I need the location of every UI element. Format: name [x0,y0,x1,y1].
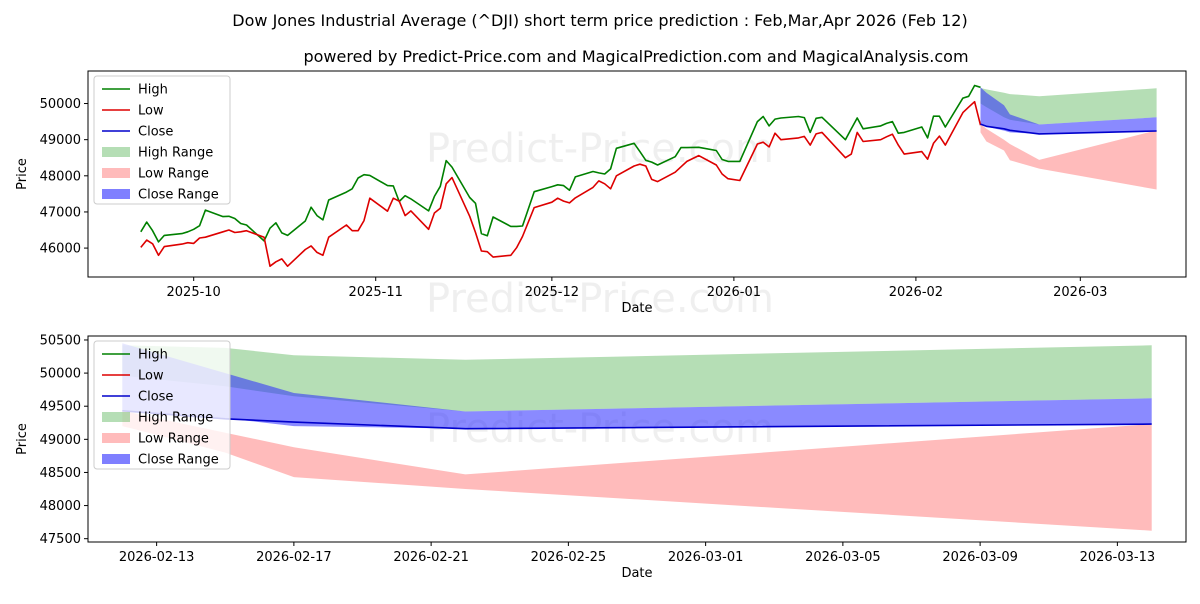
y-tick-label: 50500 [40,333,81,348]
top-panel: Predict-Price.com Predict-Price.com 46000 4… [15,70,1187,322]
plot-area [122,343,1152,531]
legend-box [93,340,231,470]
legend-swatch-low-range [102,168,130,178]
y-axis-label: Price [15,423,30,455]
y-tick-label: 49000 [40,133,81,148]
legend-box [93,75,231,205]
y-tick-label: 49500 [40,400,81,415]
legend-label-low: Low [138,369,164,384]
low-range-band [980,124,1157,190]
legend-label-close: Close [138,390,173,405]
watermark-text: Predict-Price.com [426,126,774,172]
x-tick-label: 2026-03-05 [805,550,881,565]
watermark-text: Predict-Price.com [426,276,774,322]
x-tick-label: 2026-02-17 [256,550,332,565]
low-range-band [122,410,1152,531]
high-range-band [980,88,1157,125]
legend-swatch-low-range [102,433,130,443]
y-tick-label: 48000 [40,499,81,514]
legend: High Low Close High Range Low Range Close Ran… [93,340,231,470]
plot-area [140,84,1157,268]
legend-label-high-range: High Range [138,411,213,426]
legend: High Low Close High Range Low Range Close Ran… [93,75,231,205]
chart-subtitle: powered by Predict-Price.com and Magical… [303,47,968,66]
x-tick-label: 2025-10 [167,285,221,300]
x-tick-label: 2025-11 [349,285,403,300]
y-axis-label: Price [15,158,30,190]
low-line [140,100,982,268]
y-tick-label: 48500 [40,466,81,481]
x-tick-label: 2026-01 [707,285,761,300]
y-tick-label: 49000 [40,433,81,448]
x-tick-label: 2025-12 [525,285,579,300]
x-axis-label: Date [621,566,652,581]
y-tick-label: 50000 [40,97,81,112]
legend-swatch-close-range [102,189,130,199]
x-tick-label: 2026-03-09 [942,550,1018,565]
legend-label-close-range: Close Range [138,188,219,203]
x-tick-label: 2026-03 [1053,285,1107,300]
legend-swatch-close-range [102,454,130,464]
close-range-band [122,343,1152,429]
bottom-panel: Predict-Price.com47500480004850049000495… [15,333,1187,581]
x-axis-label: Date [621,301,652,316]
legend-swatch-high-range [102,147,130,157]
legend-label-low-range: Low Range [138,167,209,182]
y-tick-label: 47000 [40,205,81,220]
legend-label-close-range: Close Range [138,453,219,468]
x-tick-label: 2026-02-25 [531,550,607,565]
y-tick-label: 46000 [40,242,81,257]
close-forecast-line [980,123,1157,135]
chart-title: Dow Jones Industrial Average (^DJI) shor… [232,11,967,30]
y-tick-label: 47500 [40,532,81,547]
x-tick-label: 2026-02-13 [119,550,195,565]
close-range-band [980,87,1157,134]
legend-label-low: Low [138,104,164,119]
legend-swatch-high-range [102,412,130,422]
y-tick-label: 50000 [40,367,81,382]
x-tick-label: 2026-02 [889,285,943,300]
high-range-band [122,345,1152,412]
legend-label-high: High [138,83,168,98]
legend-label-high-range: High Range [138,146,213,161]
y-tick-label: 48000 [40,169,81,184]
legend-label-low-range: Low Range [138,432,209,447]
x-tick-label: 2026-02-21 [393,550,469,565]
plot-frame [87,70,1187,278]
legend-label-close: Close [138,125,173,140]
x-tick-label: 2026-03-01 [668,550,744,565]
x-tick-label: 2026-03-13 [1080,550,1156,565]
high-line [140,84,981,243]
legend-label-high: High [138,348,168,363]
